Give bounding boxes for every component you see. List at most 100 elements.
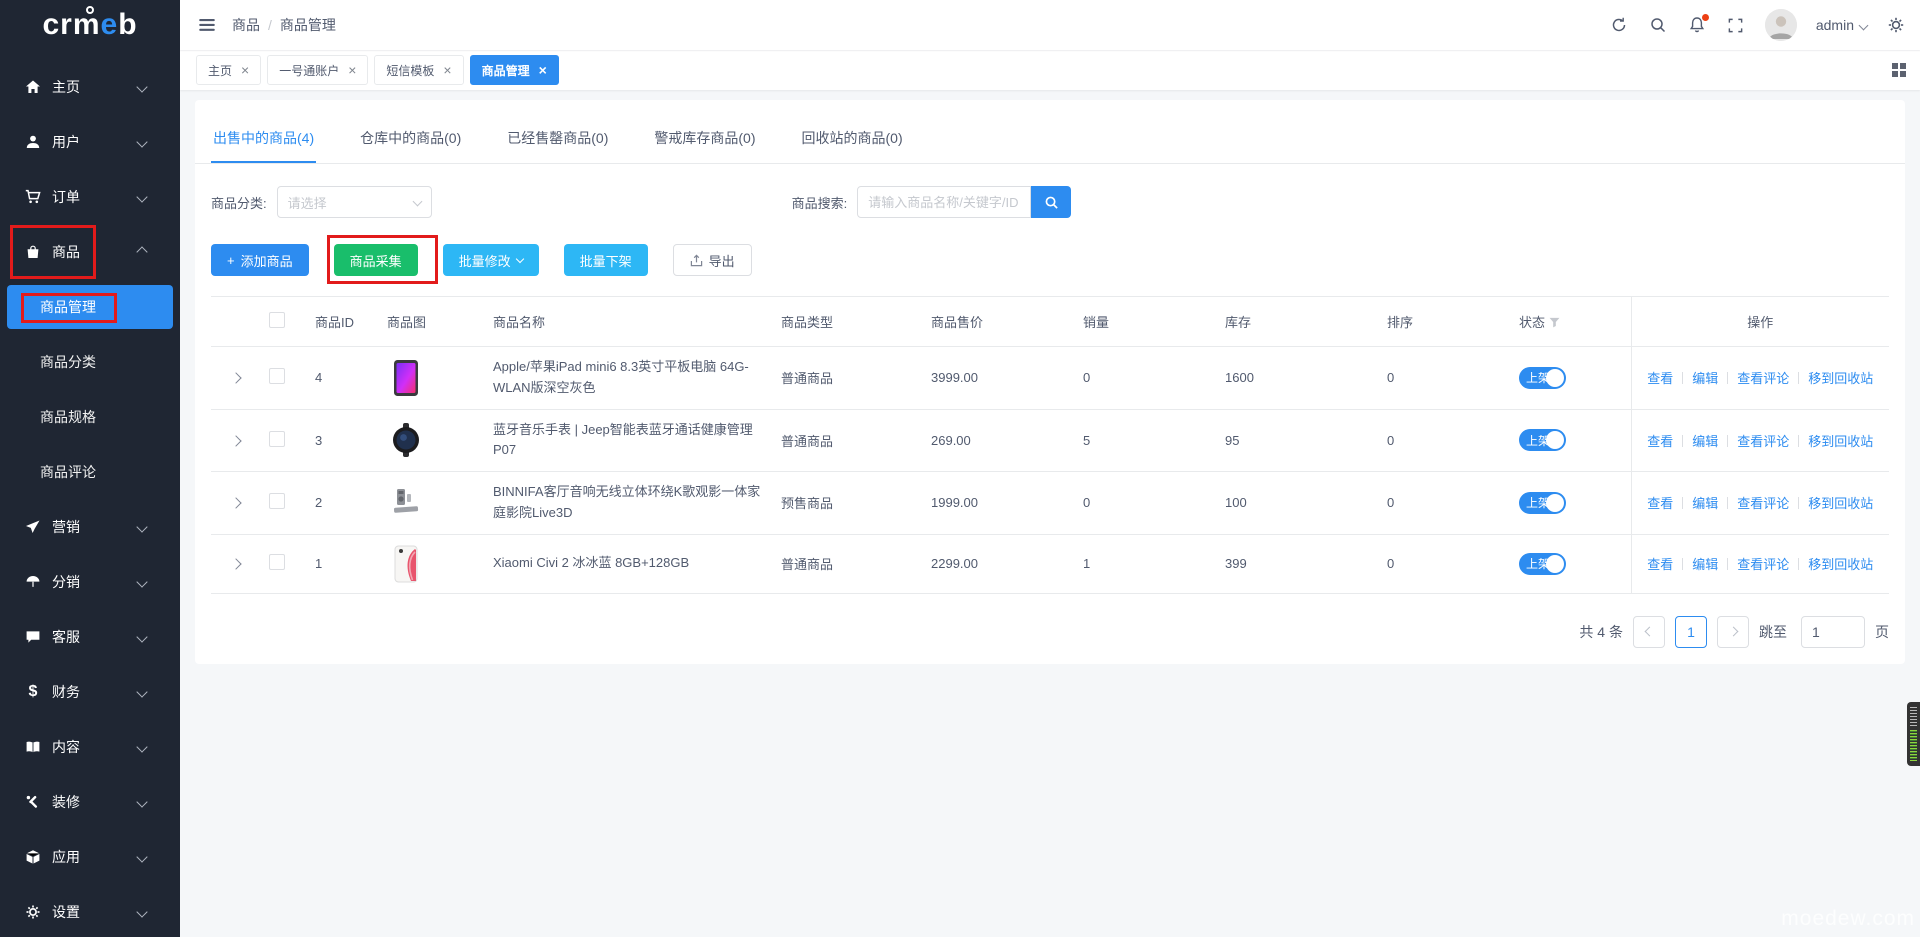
edit-link[interactable]: 编辑 [1692, 433, 1719, 449]
prev-page-button[interactable] [1633, 615, 1665, 648]
batch-off-shelf-button[interactable]: 批量下架 [563, 244, 648, 276]
expand-row-icon[interactable] [230, 558, 242, 570]
row-checkbox[interactable] [269, 554, 285, 571]
move-to-recycle-link[interactable]: 移到回收站 [1808, 371, 1874, 387]
notification-bell-icon[interactable] [1687, 14, 1709, 35]
close-icon[interactable]: × [443, 62, 452, 78]
sidebar-item-decoration[interactable]: 装修 [0, 780, 180, 824]
row-checkbox[interactable] [269, 493, 285, 510]
jump-page-input[interactable] [1801, 615, 1865, 648]
search-input[interactable] [857, 186, 1032, 218]
view-comments-link[interactable]: 查看评论 [1737, 496, 1790, 512]
tab-low-stock[interactable]: 警戒库存商品(0) [654, 130, 756, 146]
user-menu[interactable]: admin [1816, 17, 1869, 33]
sidebar-item-goods-manage[interactable]: 商品管理 [7, 285, 173, 329]
sidebar-collapse-icon[interactable] [196, 14, 218, 36]
export-button[interactable]: 导出 [672, 244, 752, 276]
app-logo[interactable]: crm e b [0, 0, 180, 50]
view-link[interactable]: 查看 [1647, 433, 1674, 449]
book-icon [24, 738, 42, 756]
page-number-button[interactable]: 1 [1675, 615, 1707, 648]
collect-product-button[interactable]: 商品采集 [333, 244, 418, 276]
view-link[interactable]: 查看 [1647, 557, 1674, 573]
product-id: 1 [307, 534, 379, 594]
sidebar-item-label: 分销 [52, 574, 80, 590]
product-image-speaker [387, 484, 425, 522]
edit-link[interactable]: 编辑 [1692, 496, 1719, 512]
edit-link[interactable]: 编辑 [1692, 371, 1719, 387]
sidebar-item-marketing[interactable]: 营销 [0, 505, 180, 549]
product-name: Apple/苹果iPad mini6 8.3英寸平板电脑 64G-WLAN版深空… [485, 346, 773, 410]
move-to-recycle-link[interactable]: 移到回收站 [1808, 557, 1874, 573]
status-toggle[interactable]: 上架 [1519, 366, 1566, 389]
col-product-id: 商品ID [307, 296, 379, 347]
view-link[interactable]: 查看 [1647, 371, 1674, 387]
tag-tab-onepass[interactable]: 一号通账户 × [267, 55, 369, 85]
move-to-recycle-link[interactable]: 移到回收站 [1808, 496, 1874, 512]
close-icon[interactable]: × [241, 62, 250, 78]
sidebar-item-home[interactable]: 主页 [0, 65, 180, 109]
sidebar-item-goods-spec[interactable]: 商品规格 [0, 395, 180, 439]
close-icon[interactable]: × [348, 62, 357, 78]
settings-gear-icon[interactable] [1886, 15, 1906, 35]
next-page-button[interactable] [1717, 615, 1749, 648]
refresh-icon[interactable] [1609, 15, 1629, 35]
row-checkbox[interactable] [269, 368, 285, 385]
product-sales: 1 [1075, 534, 1217, 594]
expand-row-icon[interactable] [230, 372, 242, 384]
status-toggle[interactable]: 上架 [1519, 429, 1566, 452]
status-toggle[interactable]: 上架 [1519, 552, 1566, 575]
sidebar-item-settings[interactable]: 设置 [0, 890, 180, 934]
expand-row-icon[interactable] [230, 435, 242, 447]
status-toggle[interactable]: 上架 [1519, 491, 1566, 514]
sidebar-item-goods[interactable]: 商品 [0, 225, 180, 279]
sidebar-item-goods-category[interactable]: 商品分类 [0, 340, 180, 384]
close-icon[interactable]: × [538, 62, 547, 78]
tag-tab-goods-manage[interactable]: 商品管理 × [469, 55, 559, 85]
tag-tab-sms-template[interactable]: 短信模板 × [374, 55, 464, 85]
edit-link[interactable]: 编辑 [1692, 557, 1719, 573]
status-filter-icon[interactable] [1549, 317, 1560, 328]
view-comments-link[interactable]: 查看评论 [1737, 371, 1790, 387]
tag-tab-home[interactable]: 主页 × [196, 55, 262, 85]
search-icon[interactable] [1648, 15, 1668, 35]
tab-sold-out[interactable]: 已经售罄商品(0) [507, 130, 609, 146]
browser-extension-handle[interactable] [1907, 702, 1920, 766]
search-button[interactable] [1031, 186, 1072, 218]
select-all-checkbox[interactable] [269, 312, 285, 328]
view-comments-link[interactable]: 查看评论 [1737, 433, 1790, 449]
product-type: 普通商品 [773, 409, 923, 473]
row-checkbox[interactable] [269, 430, 285, 447]
sidebar-item-service[interactable]: 客服 [0, 615, 180, 659]
sidebar-item-label: 商品分类 [40, 354, 96, 370]
product-sales: 0 [1075, 346, 1217, 410]
sidebar-item-content[interactable]: 内容 [0, 725, 180, 769]
fullscreen-icon[interactable] [1726, 15, 1746, 35]
expand-row-icon[interactable] [230, 497, 242, 510]
tab-in-warehouse[interactable]: 仓库中的商品(0) [360, 130, 462, 146]
col-sort: 排序 [1379, 296, 1511, 347]
sidebar-item-label: 商品规格 [40, 409, 96, 425]
tag-options-grid-icon[interactable] [1892, 63, 1906, 77]
tag-label: 主页 [208, 63, 233, 78]
category-select[interactable]: 请选择 [276, 186, 432, 218]
col-sales: 销量 [1075, 296, 1217, 347]
add-product-button[interactable]: + 添加商品 [211, 244, 309, 276]
sidebar-item-finance[interactable]: $ 财务 [0, 670, 180, 714]
sidebar-item-user[interactable]: 用户 [0, 120, 180, 164]
tab-on-sale[interactable]: 出售中的商品(4) [211, 120, 317, 163]
product-stock: 1600 [1217, 346, 1379, 410]
tab-recycle-bin[interactable]: 回收站的商品(0) [801, 130, 903, 146]
move-to-recycle-link[interactable]: 移到回收站 [1808, 433, 1874, 449]
breadcrumb-section[interactable]: 商品 [232, 17, 260, 33]
user-icon [24, 133, 42, 151]
batch-edit-button[interactable]: 批量修改 [442, 244, 539, 276]
view-comments-link[interactable]: 查看评论 [1737, 557, 1790, 573]
product-image-smartwatch [387, 421, 425, 459]
view-link[interactable]: 查看 [1647, 496, 1674, 512]
avatar[interactable] [1764, 9, 1797, 41]
sidebar-item-order[interactable]: 订单 [0, 175, 180, 219]
sidebar-item-application[interactable]: 应用 [0, 835, 180, 879]
sidebar-item-distribution[interactable]: 分销 [0, 560, 180, 604]
sidebar-item-goods-comment[interactable]: 商品评论 [0, 450, 180, 494]
